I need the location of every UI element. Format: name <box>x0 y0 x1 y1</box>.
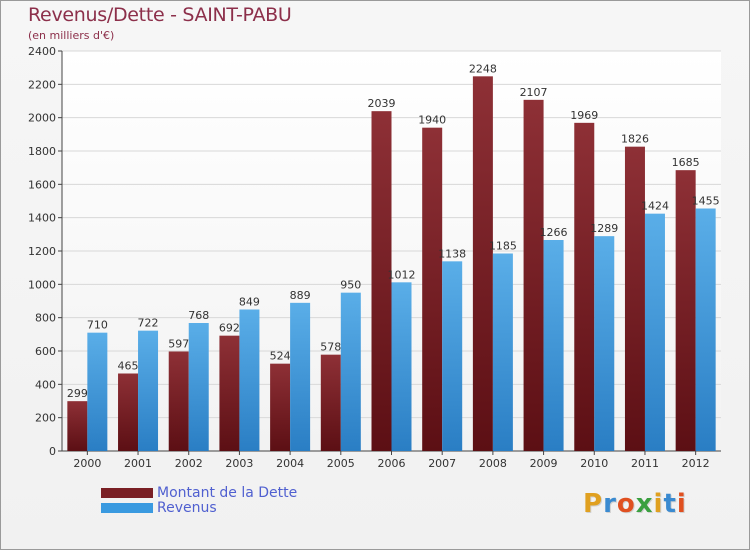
data-label-dette: 1969 <box>570 109 598 122</box>
data-label-dette: 2039 <box>368 97 396 110</box>
chart-title: Revenus/Dette - SAINT-PABU <box>28 4 292 26</box>
data-label-dette: 465 <box>118 360 139 373</box>
bar-revenus <box>340 292 361 451</box>
data-label-revenus: 768 <box>188 309 209 322</box>
data-label-dette: 1685 <box>672 156 700 169</box>
x-tick-label: 2009 <box>530 457 558 470</box>
logo-letter: r <box>603 489 617 519</box>
x-tick-label: 2010 <box>580 457 608 470</box>
bar-dette <box>574 122 595 451</box>
data-label-revenus: 1185 <box>489 240 517 253</box>
data-label-revenus: 1289 <box>590 222 618 235</box>
chart-subtitle: (en milliers d'€) <box>28 29 115 42</box>
x-tick-label: 2006 <box>378 457 406 470</box>
y-tick-label: 400 <box>35 378 56 391</box>
bar-dette <box>472 76 493 451</box>
y-tick-label: 1000 <box>28 278 56 291</box>
legend-swatch-revenus <box>101 503 153 513</box>
x-tick-label: 2011 <box>631 457 659 470</box>
data-label-revenus: 1138 <box>438 247 466 260</box>
legend-item-dette: Montant de la Dette <box>101 486 297 501</box>
bar-dette <box>320 354 341 451</box>
bar-dette <box>371 111 392 452</box>
y-tick-label: 200 <box>35 412 56 425</box>
bar-dette <box>168 351 189 451</box>
bar-revenus <box>644 213 665 451</box>
data-label-dette: 1940 <box>418 114 446 127</box>
logo-letter: P <box>583 489 604 519</box>
bar-revenus <box>290 302 311 451</box>
legend-item-revenus: Revenus <box>101 501 297 516</box>
data-label-dette: 1826 <box>621 133 649 146</box>
data-label-revenus: 950 <box>340 279 361 292</box>
bar-dette <box>624 146 645 451</box>
y-tick-label: 600 <box>35 345 56 358</box>
bar-dette <box>219 335 240 451</box>
bar-revenus <box>391 282 412 451</box>
legend: Montant de la Dette Revenus <box>101 486 297 516</box>
bar-dette <box>675 170 696 451</box>
data-label-dette: 578 <box>320 341 341 354</box>
y-tick-label: 0 <box>49 445 56 458</box>
x-tick-label: 2001 <box>124 457 152 470</box>
data-label-revenus: 722 <box>138 317 159 330</box>
bar-revenus <box>188 323 209 451</box>
bar-revenus <box>442 261 463 451</box>
x-tick-label: 2008 <box>479 457 507 470</box>
bar-dette <box>270 363 291 451</box>
logo-letter: i <box>676 489 687 519</box>
x-tick-label: 2012 <box>682 457 710 470</box>
y-tick-label: 1400 <box>28 212 56 225</box>
logo-letter: o <box>616 489 636 519</box>
bar-dette <box>118 373 139 451</box>
data-label-dette: 2107 <box>520 86 548 99</box>
x-tick-label: 2000 <box>73 457 101 470</box>
bar-revenus <box>87 332 108 451</box>
data-label-revenus: 1266 <box>540 226 568 239</box>
bar-revenus <box>239 309 260 451</box>
y-tick-label: 800 <box>35 312 56 325</box>
legend-swatch-dette <box>101 488 153 498</box>
x-tick-label: 2002 <box>175 457 203 470</box>
data-label-revenus: 710 <box>87 319 108 332</box>
data-label-dette: 692 <box>219 322 240 335</box>
bar-revenus <box>594 236 615 451</box>
proxiti-logo: Proxiti <box>583 489 687 519</box>
legend-label-revenus: Revenus <box>157 500 217 516</box>
x-tick-label: 2003 <box>225 457 253 470</box>
y-tick-label: 2000 <box>28 112 56 125</box>
x-tick-label: 2007 <box>428 457 456 470</box>
bar-revenus <box>695 208 716 451</box>
data-label-revenus: 889 <box>290 289 311 302</box>
bar-dette <box>523 99 544 451</box>
y-tick-label: 1600 <box>28 178 56 191</box>
data-label-revenus: 1455 <box>692 195 720 208</box>
y-tick-label: 2200 <box>28 78 56 91</box>
y-tick-label: 1800 <box>28 145 56 158</box>
bar-dette <box>67 401 88 451</box>
logo-letter: i <box>653 489 664 519</box>
legend-label-dette: Montant de la Dette <box>157 485 298 501</box>
data-label-revenus: 849 <box>239 296 260 309</box>
bar-revenus <box>138 330 159 451</box>
bar-revenus <box>543 240 564 451</box>
data-label-dette: 2248 <box>469 62 497 75</box>
bar-dette <box>422 127 443 452</box>
logo-letter: t <box>663 489 677 519</box>
x-tick-label: 2004 <box>276 457 304 470</box>
y-tick-label: 2400 <box>28 45 56 58</box>
data-label-dette: 597 <box>168 338 189 351</box>
data-label-dette: 524 <box>270 350 291 363</box>
y-tick-label: 1200 <box>28 245 56 258</box>
data-label-revenus: 1424 <box>641 200 669 213</box>
x-tick-label: 2005 <box>327 457 355 470</box>
bar-revenus <box>492 253 513 451</box>
data-label-revenus: 1012 <box>388 268 416 281</box>
logo-letter: x <box>635 489 654 519</box>
data-label-dette: 299 <box>67 387 88 400</box>
